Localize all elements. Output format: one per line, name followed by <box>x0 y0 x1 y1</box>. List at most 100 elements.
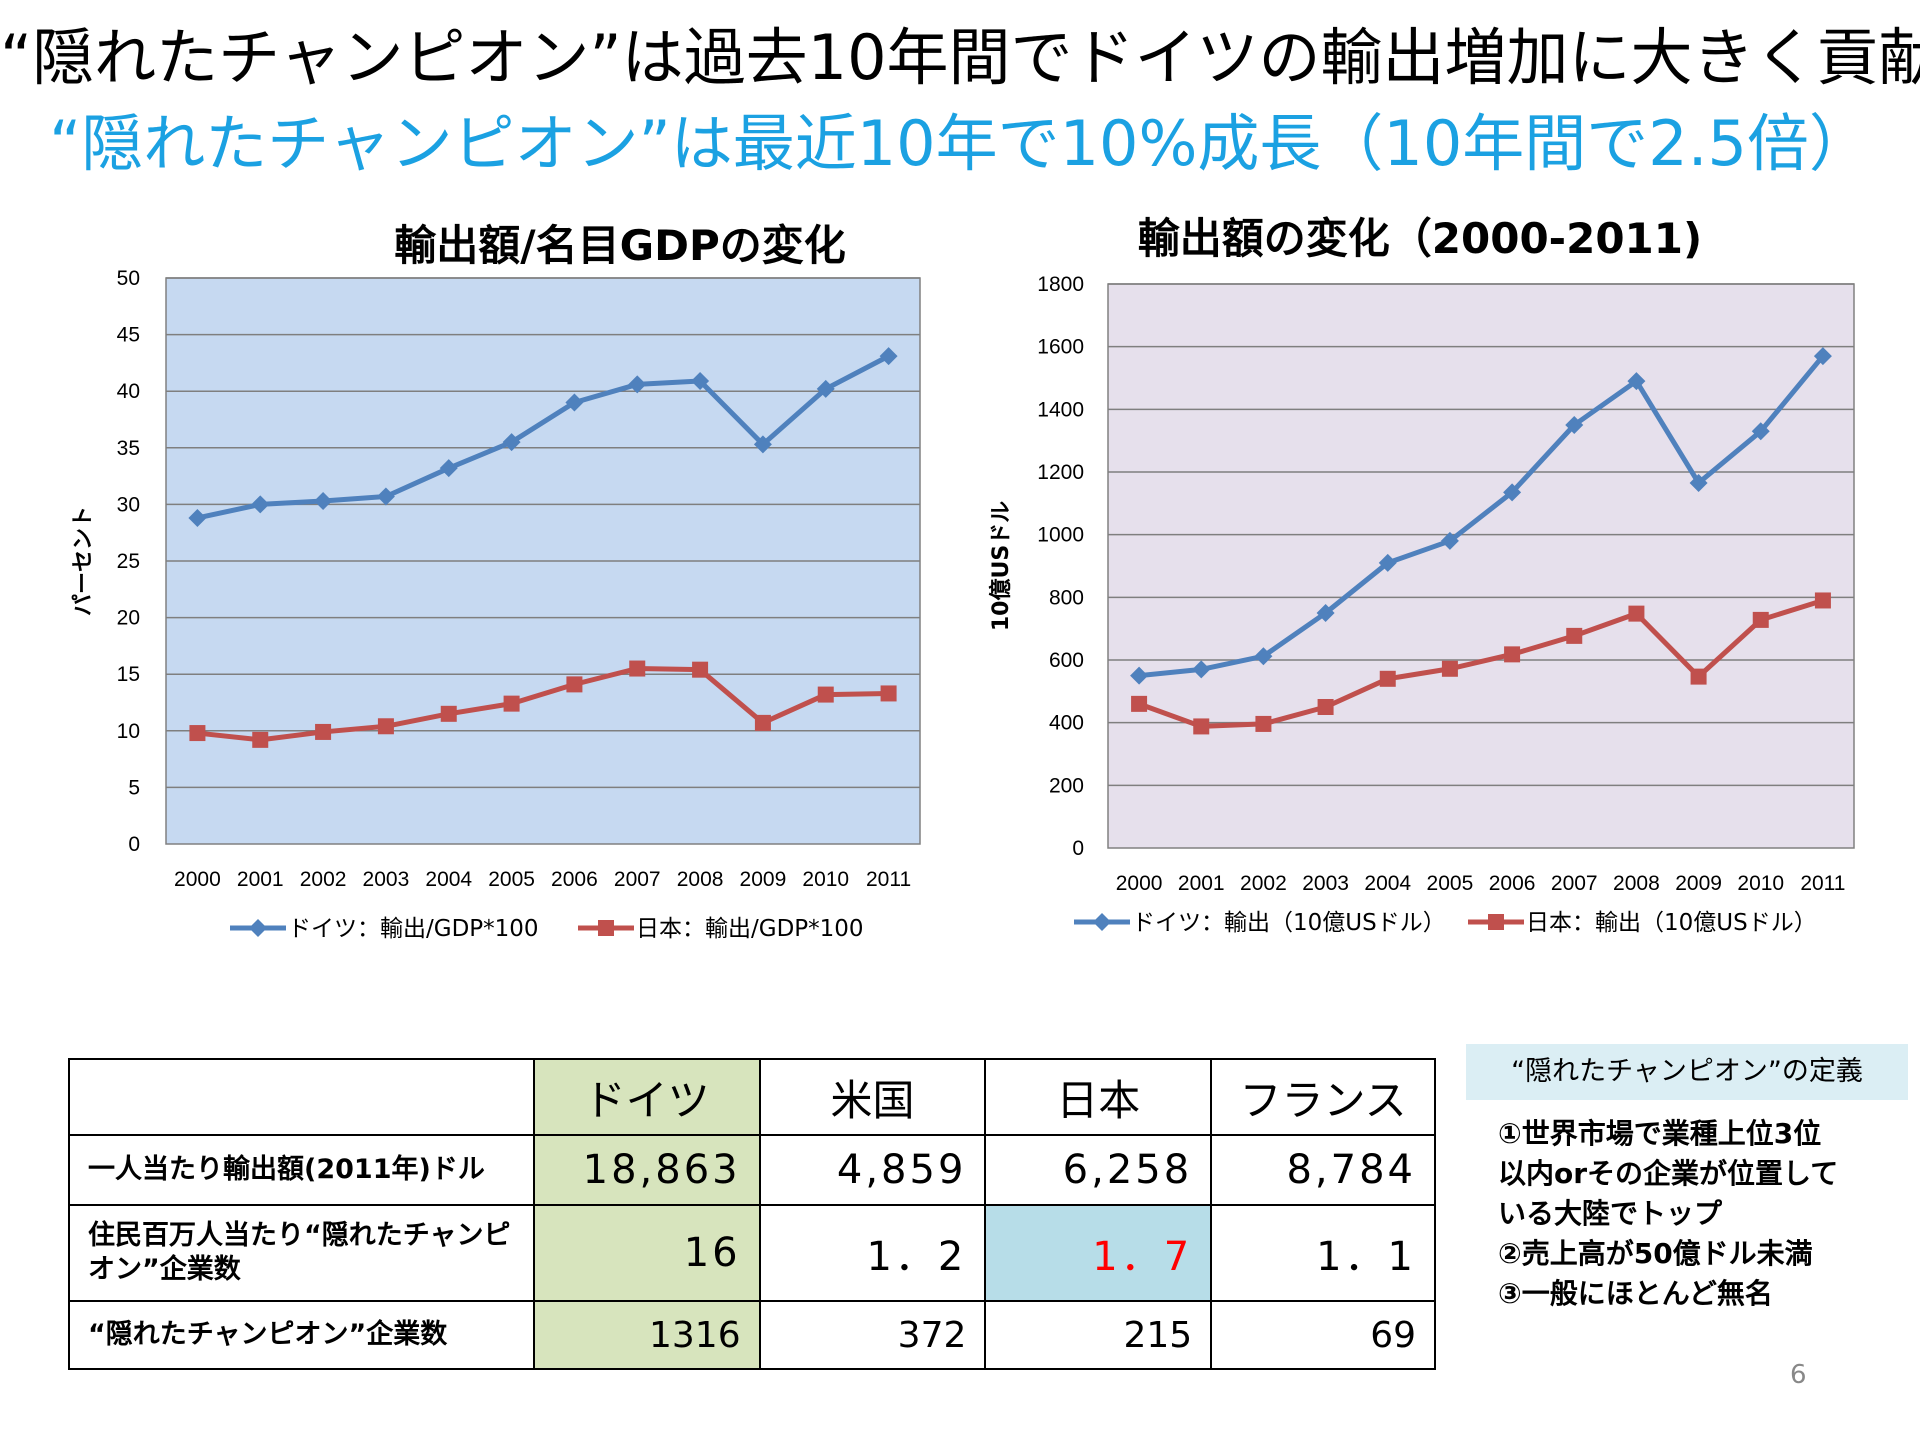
definition-title: “隠れたチャンピオン”の定義 <box>1466 1044 1908 1100</box>
chart2-x-tick-label: 2009 <box>1675 872 1722 895</box>
definition-item: ①世界市場で業種上位3位 <box>1498 1117 1822 1150</box>
chart1-point-germany <box>502 433 521 452</box>
table-header-usa: 米国 <box>758 1058 987 1136</box>
definition-list: ①世界市場で業種上位3位 以内orその企業が位置して いる大陸でトップ ②売上高… <box>1498 1114 1908 1314</box>
cell-usa: 1．2 <box>758 1204 987 1302</box>
chart1-x-tick-label: 2002 <box>300 868 347 891</box>
chart2-point-germany <box>1378 553 1397 572</box>
chart1-point-japan <box>440 705 457 722</box>
chart1-point-germany <box>188 508 207 527</box>
chart2-y-tick-label: 1400 <box>1037 398 1084 421</box>
chart2-x-tick-label: 2005 <box>1427 872 1474 895</box>
chart1-y-tick-label: 15 <box>117 663 140 686</box>
chart1-x-tick-label: 2008 <box>677 868 724 891</box>
chart1-point-japan <box>315 723 332 740</box>
chart2-y-tick-label: 0 <box>1072 837 1084 860</box>
chart1-point-germany <box>314 492 333 511</box>
chart2-x-tick-label: 2010 <box>1737 872 1784 895</box>
table-row: “隠れたチャンピオン”企業数 1316 372 215 69 <box>68 1300 1436 1370</box>
chart1-x-tick-label: 2011 <box>866 868 911 891</box>
table-header-empty <box>68 1058 535 1136</box>
chart1-legend-label-germany: ドイツ：輸出/GDP*100 <box>288 916 539 942</box>
chart2-y-tick-label: 400 <box>1049 712 1084 735</box>
definition-item: ②売上高が50億ドル未満 <box>1498 1237 1813 1270</box>
chart1-x-tick-label: 2005 <box>488 868 535 891</box>
chart1-y-tick-label: 20 <box>117 607 140 630</box>
chart1-point-japan <box>754 714 771 731</box>
chart1-point-japan <box>377 718 394 735</box>
chart2-point-japan <box>1317 699 1334 715</box>
chart2-x-tick-label: 2011 <box>1800 872 1845 895</box>
table-header-row: ドイツ 米国 日本 フランス <box>68 1058 1436 1136</box>
chart1-legend-label-japan: 日本：輸出/GDP*100 <box>636 916 864 942</box>
table-header-japan: 日本 <box>984 1058 1213 1136</box>
chart2-x-tick-label: 2008 <box>1613 872 1660 895</box>
chart2-point-germany <box>1440 531 1459 550</box>
chart1-y-tick-label: 30 <box>117 493 140 516</box>
chart1-series-line-germany <box>196 353 890 521</box>
table-row: 住民百万人当たり“隠れたチャンピオン”企業数 16 1．2 1．7 1．1 <box>68 1204 1436 1302</box>
chart2-point-japan <box>1441 660 1458 677</box>
chart1-y-tick-label: 0 <box>128 833 140 856</box>
chart1-title: 輸出額/名目GDPの変化 <box>394 221 846 270</box>
page-number: 6 <box>1790 1360 1807 1390</box>
chart1-x-tick-label: 2001 <box>237 868 284 891</box>
chart2-point-germany <box>1316 604 1335 622</box>
cell-france: 1．1 <box>1210 1204 1436 1302</box>
chart2-point-japan <box>1566 627 1583 644</box>
chart2-point-japan <box>1752 611 1769 628</box>
chart2-series-line-germany <box>1138 354 1825 679</box>
cell-germany: 16 <box>532 1204 761 1302</box>
chart2-y-tick-label: 1600 <box>1037 336 1084 359</box>
chart2-point-japan <box>1690 668 1707 685</box>
chart1-y-tick-label: 50 <box>117 267 140 290</box>
slide-title: “隠れたチャンピオン”は過去10年間でドイツの輸出増加に大きく貢献 <box>0 21 1920 94</box>
chart1-point-japan <box>566 676 583 693</box>
chart1-point-japan <box>629 660 646 677</box>
chart1-point-japan <box>692 661 709 678</box>
chart2-x-tick-label: 2007 <box>1551 872 1598 895</box>
chart1-point-germany <box>565 393 584 412</box>
chart2-point-japan <box>1131 695 1148 712</box>
chart1-x-tick-label: 2004 <box>425 868 472 891</box>
chart2-x-tick-label: 2001 <box>1178 872 1225 895</box>
chart1-point-germany <box>439 459 458 478</box>
comparison-table: ドイツ 米国 日本 フランス 一人当たり輸出額(2011年)ドル 18,863 … <box>68 1058 1436 1370</box>
chart2-point-germany <box>1565 416 1584 434</box>
chart1-point-germany <box>251 495 270 514</box>
cell-japan-highlighted: 1．7 <box>984 1204 1213 1302</box>
chart1-point-japan <box>189 725 206 742</box>
chart1-x-tick-label: 2009 <box>740 868 787 891</box>
chart1-x-tick-label: 2010 <box>802 868 849 891</box>
chart2-y-tick-label: 800 <box>1049 586 1084 609</box>
row-label-champions-per-million: 住民百万人当たり“隠れたチャンピオン”企業数 <box>68 1204 535 1302</box>
chart1-point-japan <box>817 686 834 703</box>
definition-item: 以内orその企業が位置して <box>1498 1157 1839 1190</box>
chart2-series-line-japan <box>1138 598 1824 729</box>
chart1-point-germany <box>753 435 772 454</box>
chart2-x-tick-label: 2006 <box>1489 872 1536 895</box>
chart1-point-germany <box>376 487 395 506</box>
chart2-point-japan <box>1504 646 1521 663</box>
chart2-x-tick-label: 2004 <box>1364 872 1411 895</box>
cell-usa: 372 <box>758 1300 987 1370</box>
chart2-point-germany <box>1751 422 1770 441</box>
cell-japan: 6,258 <box>984 1134 1213 1206</box>
chart1-x-tick-label: 2000 <box>174 868 221 891</box>
table-header-france: フランス <box>1210 1058 1436 1136</box>
chart2-legend-label-germany: ドイツ：輸出（10億USドル） <box>1132 910 1446 936</box>
chart2-point-japan <box>1628 605 1645 622</box>
cell-france: 69 <box>1210 1300 1436 1370</box>
export-value-chart: 0 200 400 600 800 1000 1200 1400 1600 1800 2000 200… <box>988 273 1855 936</box>
chart1-series-line-japan <box>197 666 889 743</box>
chart2-plot-area <box>1107 283 1855 849</box>
chart2-y-tick-label: 1800 <box>1037 273 1084 296</box>
chart1-x-tick-label: 2003 <box>363 868 410 891</box>
chart2-point-japan <box>1379 670 1396 687</box>
chart2-legend-label-japan: 日本：輸出（10億USドル） <box>1526 910 1817 936</box>
chart1-y-tick-label: 35 <box>117 437 140 460</box>
chart2-point-germany <box>1627 372 1646 391</box>
table-row: 一人当たり輸出額(2011年)ドル 18,863 4,859 6,258 8,7… <box>68 1134 1436 1206</box>
chart2-point-germany <box>1254 647 1273 666</box>
row-label-export-per-capita: 一人当たり輸出額(2011年)ドル <box>68 1134 535 1206</box>
